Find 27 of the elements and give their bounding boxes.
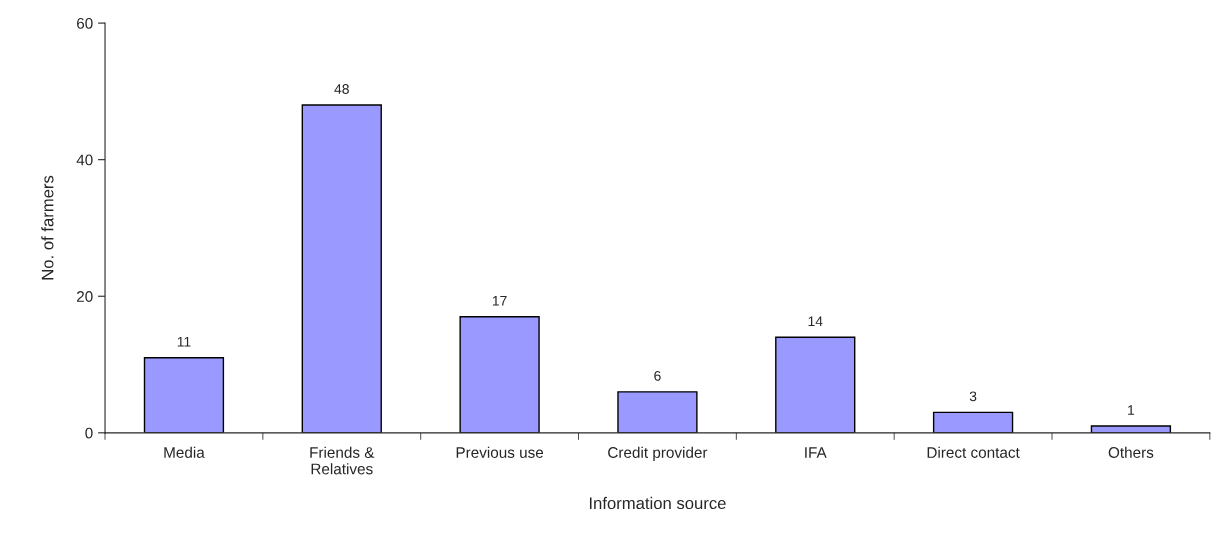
data-label: 14 [808,316,823,326]
bar [301,104,382,433]
bar [143,357,225,433]
y-axis-title: No. of farmers [41,175,54,280]
x-tick-label: Media [164,446,205,458]
data-label: 6 [654,370,661,381]
bar [617,391,698,433]
bar [1090,425,1172,433]
bar [932,411,1014,433]
x-axis-title: Information source [589,496,726,510]
y-tick-label: 60 [77,17,93,29]
data-label: 48 [334,84,349,94]
x-tick-label: Others [1108,446,1154,458]
data-label: 1 [1128,405,1135,415]
x-tick-label: Friends & Relatives [310,446,375,475]
x-tick-label: Credit provider [608,446,708,461]
y-tick-label: 20 [77,291,93,302]
y-tick-label: 40 [76,154,93,166]
data-label: 3 [969,391,977,402]
x-tick-label: Direct contact [927,446,1020,458]
data-label: 17 [492,295,507,306]
bar [459,316,540,433]
y-tick-label: 0 [85,427,93,439]
data-label: 11 [177,336,191,347]
x-tick-label: Previous use [456,446,544,458]
bar [775,336,856,433]
x-tick-label: IFA [805,447,827,458]
